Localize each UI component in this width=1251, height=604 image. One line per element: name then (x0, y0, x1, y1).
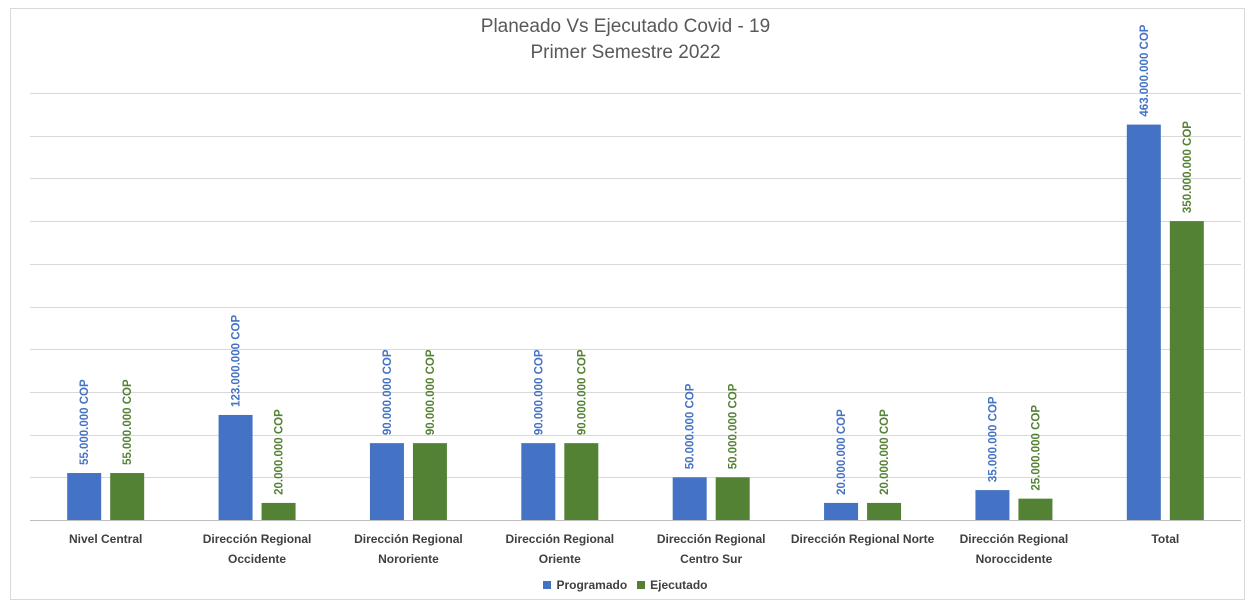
category-label: Total (1151, 532, 1179, 546)
data-label: 463.000.000 COP (1139, 24, 1151, 116)
bar-programado (218, 414, 253, 520)
bar-ejecutado (261, 502, 296, 520)
category-label: Occidente (228, 552, 286, 566)
data-label: 55.000.000 COP (79, 379, 91, 465)
category-label: Nivel Central (69, 532, 142, 546)
bar-programado (521, 443, 556, 520)
legend-label: Programado (556, 578, 628, 592)
bar-programado (975, 490, 1010, 520)
bar-programado (1126, 124, 1161, 521)
category-label: Dirección Regional (960, 532, 1069, 546)
bar-ejecutado (110, 473, 145, 520)
chart-subtitle: Primer Semestre 2022 (530, 42, 721, 63)
data-label: 90.000.000 COP (425, 349, 437, 435)
category-label: Centro Sur (680, 552, 742, 566)
data-label: 90.000.000 COP (382, 349, 394, 435)
bar-programado (672, 477, 707, 520)
bar-ejecutado (412, 443, 447, 520)
data-label: 35.000.000 COP (987, 396, 999, 482)
data-label: 50.000.000 COP (728, 383, 740, 469)
bar-ejecutado (1018, 498, 1053, 520)
category-label: Dirección Regional (505, 532, 614, 546)
data-label: 20.000.000 COP (274, 409, 286, 495)
legend: Programado Ejecutado (0, 578, 1251, 592)
legend-item-ejecutado: Ejecutado (637, 578, 708, 592)
bar-ejecutado (564, 443, 599, 520)
bar-ejecutado (715, 477, 750, 520)
chart-title-block: Planeado Vs Ejecutado Covid - 19 Primer … (0, 14, 1251, 66)
bar-programado (824, 502, 859, 520)
bar-ejecutado (867, 502, 902, 520)
legend-swatch (543, 581, 552, 589)
data-label: 25.000.000 COP (1030, 405, 1042, 491)
legend-item-programado: Programado (543, 578, 627, 592)
data-label: 50.000.000 COP (685, 383, 697, 469)
bar-programado (369, 443, 404, 520)
legend-swatch (637, 581, 646, 589)
data-label: 20.000.000 COP (879, 409, 891, 495)
category-label: Dirección Regional (657, 532, 766, 546)
data-label: 350.000.000 COP (1182, 121, 1194, 213)
category-label: Dirección Regional Norte (791, 532, 935, 546)
category-label: Nororiente (378, 552, 439, 566)
data-label: 20.000.000 COP (836, 409, 848, 495)
bar-programado (67, 473, 102, 520)
category-label: Dirección Regional (203, 532, 312, 546)
legend-label: Ejecutado (650, 578, 708, 592)
data-label: 55.000.000 COP (122, 379, 134, 465)
category-label: Noroccidente (976, 552, 1053, 566)
data-label: 90.000.000 COP (576, 349, 588, 435)
bar-ejecutado (1169, 221, 1204, 520)
chart-title: Planeado Vs Ejecutado Covid - 19 (480, 16, 771, 37)
category-label: Oriente (539, 552, 581, 566)
data-label: 123.000.000 COP (231, 315, 243, 407)
data-label: 90.000.000 COP (533, 349, 545, 435)
category-label: Dirección Regional (354, 532, 463, 546)
